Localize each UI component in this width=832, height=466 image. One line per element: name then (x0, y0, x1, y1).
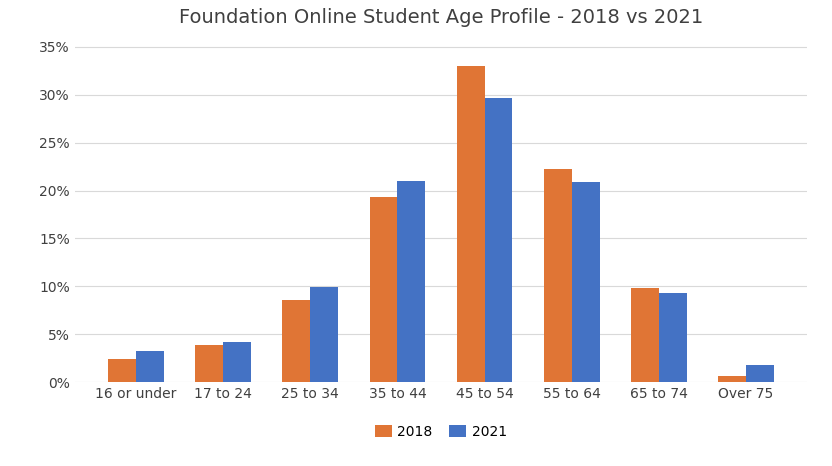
Bar (718, 377, 745, 382)
Bar (108, 359, 136, 382)
Bar (282, 300, 310, 382)
Bar (544, 169, 572, 382)
Bar (631, 288, 659, 382)
Bar (572, 182, 600, 382)
Bar (484, 97, 513, 382)
Bar (369, 197, 398, 382)
Bar (310, 287, 338, 382)
Bar (136, 350, 164, 382)
Legend: 2018, 2021: 2018, 2021 (369, 419, 513, 444)
Bar (196, 345, 223, 382)
Bar (659, 293, 686, 382)
Bar (398, 181, 425, 382)
Bar (457, 66, 484, 382)
Bar (745, 365, 774, 382)
Bar (223, 342, 251, 382)
Title: Foundation Online Student Age Profile - 2018 vs 2021: Foundation Online Student Age Profile - … (179, 8, 703, 27)
